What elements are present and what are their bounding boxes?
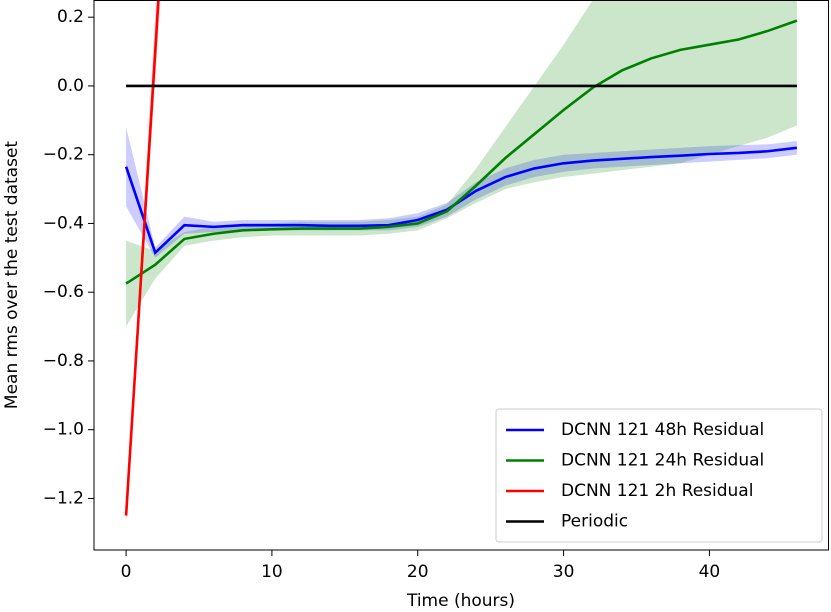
y-tick-label: −0.6 (43, 282, 84, 302)
x-tick-label: 0 (121, 562, 132, 582)
confidence-band (126, 0, 797, 327)
x-tick-label: 40 (699, 562, 721, 582)
legend-label: DCNN 121 48h Residual (561, 420, 764, 440)
y-tick-label: −1.2 (43, 488, 84, 508)
legend-box (495, 408, 823, 543)
y-axis-label: Mean rms over the test dataset (2, 141, 22, 410)
legend-label: DCNN 121 2h Residual (561, 481, 753, 501)
lines (124, 0, 798, 516)
legend-label: Periodic (561, 512, 628, 532)
y-tick-label: −1.0 (43, 420, 84, 440)
y-tick-label: −0.8 (43, 351, 84, 371)
series-line (125, 19, 798, 285)
plot-frame (93, 0, 829, 551)
y-tick-label: 0.2 (57, 7, 84, 27)
x-tick-label: 30 (553, 562, 575, 582)
x-tick-label: 20 (407, 562, 429, 582)
legend-label: DCNN 121 24h Residual (561, 451, 764, 471)
series-line (124, 0, 160, 516)
x-axis-label: Time (hours) (406, 591, 515, 611)
x-tick-label: 10 (261, 562, 283, 582)
y-tick-label: 0.0 (57, 76, 84, 96)
y-tick-label: −0.4 (43, 213, 84, 233)
y-tick-label: −0.2 (43, 145, 84, 165)
